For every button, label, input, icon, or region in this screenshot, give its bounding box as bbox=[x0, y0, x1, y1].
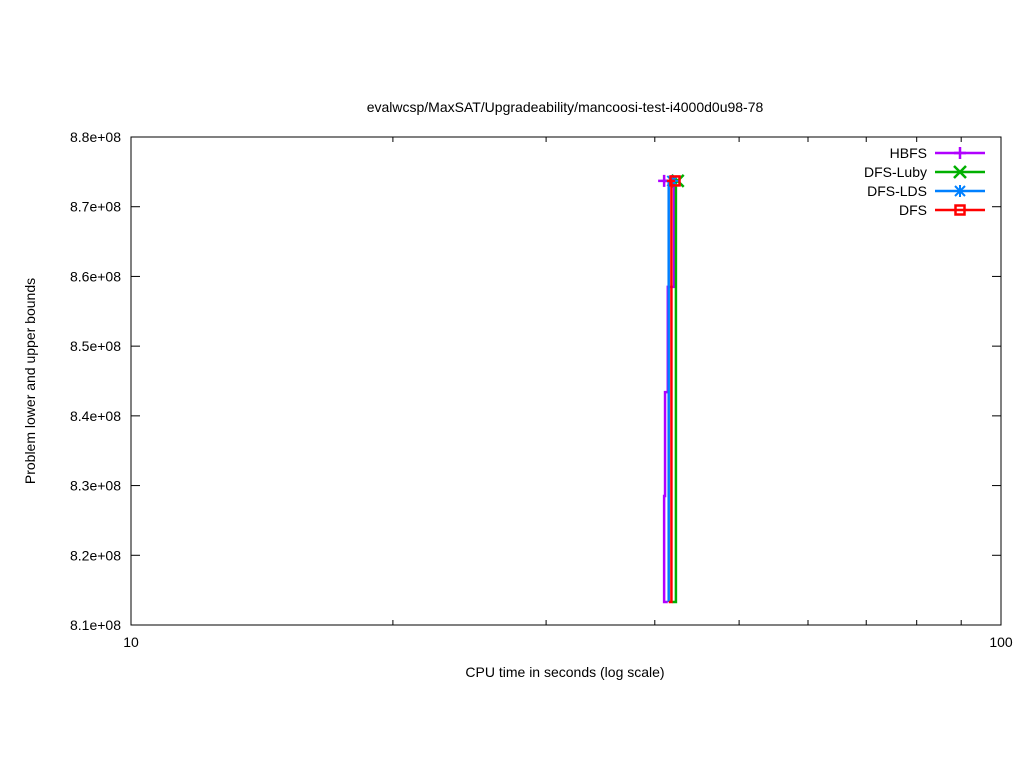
legend-marker bbox=[953, 165, 967, 179]
legend-marker bbox=[954, 204, 966, 216]
chart-title: evalwcsp/MaxSAT/Upgradeability/mancoosi-… bbox=[367, 99, 764, 115]
legend-marker bbox=[954, 147, 966, 159]
y-tick-label: 8.5e+08 bbox=[70, 338, 121, 354]
legend-label: DFS bbox=[899, 202, 927, 218]
y-tick-label: 8.3e+08 bbox=[70, 478, 121, 494]
legend-label: HBFS bbox=[890, 145, 927, 161]
plot-frame bbox=[130, 136, 1002, 626]
y-tick-label: 8.7e+08 bbox=[70, 199, 121, 215]
x-tick-label: 100 bbox=[989, 634, 1013, 650]
y-tick-label: 8.1e+08 bbox=[70, 617, 121, 633]
legend-label: DFS-Luby bbox=[864, 164, 927, 180]
legend-label: DFS-LDS bbox=[867, 183, 927, 199]
y-tick-label: 8.6e+08 bbox=[70, 268, 121, 284]
y-tick-label: 8.4e+08 bbox=[70, 408, 121, 424]
series-line-hbfs bbox=[662, 179, 676, 604]
y-tick-label: 8.2e+08 bbox=[70, 547, 121, 563]
y-axis-label: Problem lower and upper bounds bbox=[22, 278, 38, 484]
series-marker bbox=[669, 175, 681, 187]
x-tick-label: 10 bbox=[123, 634, 139, 650]
legend-marker bbox=[954, 185, 966, 197]
x-axis-label: CPU time in seconds (log scale) bbox=[465, 664, 664, 680]
y-tick-label: 8.8e+08 bbox=[70, 129, 121, 145]
